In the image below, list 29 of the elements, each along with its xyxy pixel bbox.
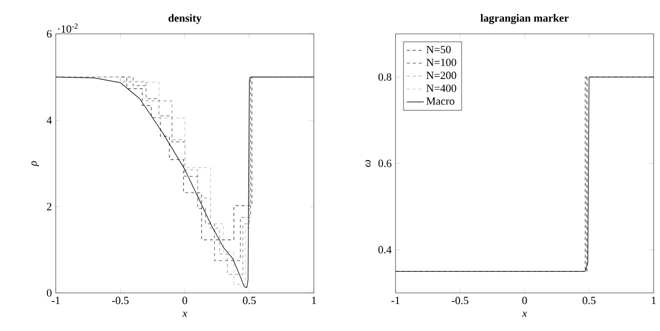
text: ·10$^{-2}$ [58, 24, 78, 33]
x-tick-label: -1 [391, 296, 400, 304]
x-tick-label: -1 [52, 296, 60, 304]
x-tick-label: 1 [312, 296, 316, 304]
legend-label: N=50 [426, 46, 451, 54]
legend-label: N=200 [426, 72, 456, 80]
y-tick-label: 0.6 [378, 160, 392, 168]
y-tick-label: 2 [46, 203, 52, 210]
chart-title: lagrangian marker [480, 14, 569, 24]
x-tick-label: 0.5 [582, 296, 596, 304]
y-tick-label: 0.4 [378, 246, 392, 254]
y-tick-label: 0.8 [378, 73, 392, 81]
legend-label: N=400 [426, 84, 456, 92]
chart-title: density [168, 14, 202, 24]
y-tick-label: 0 [46, 289, 52, 297]
x-tick-label: -0.5 [452, 296, 468, 304]
x-tick-label: 0 [522, 296, 527, 304]
x-axis-title: x [522, 312, 527, 317]
x-axis-title: x [182, 312, 188, 317]
x-tick-label: 0 [182, 296, 188, 304]
y-tick-label: 6 [46, 30, 52, 38]
x-tick-label: -0.5 [112, 296, 129, 304]
x-tick-label: 1 [652, 296, 656, 304]
y-axis-title: ω [365, 160, 370, 168]
legend-label: N=100 [426, 58, 456, 66]
legend-label: Macro [426, 98, 454, 105]
y-axis-title: ρ [31, 161, 39, 166]
y-tick-label: 4 [46, 116, 52, 124]
x-tick-label: 0.5 [242, 296, 256, 304]
